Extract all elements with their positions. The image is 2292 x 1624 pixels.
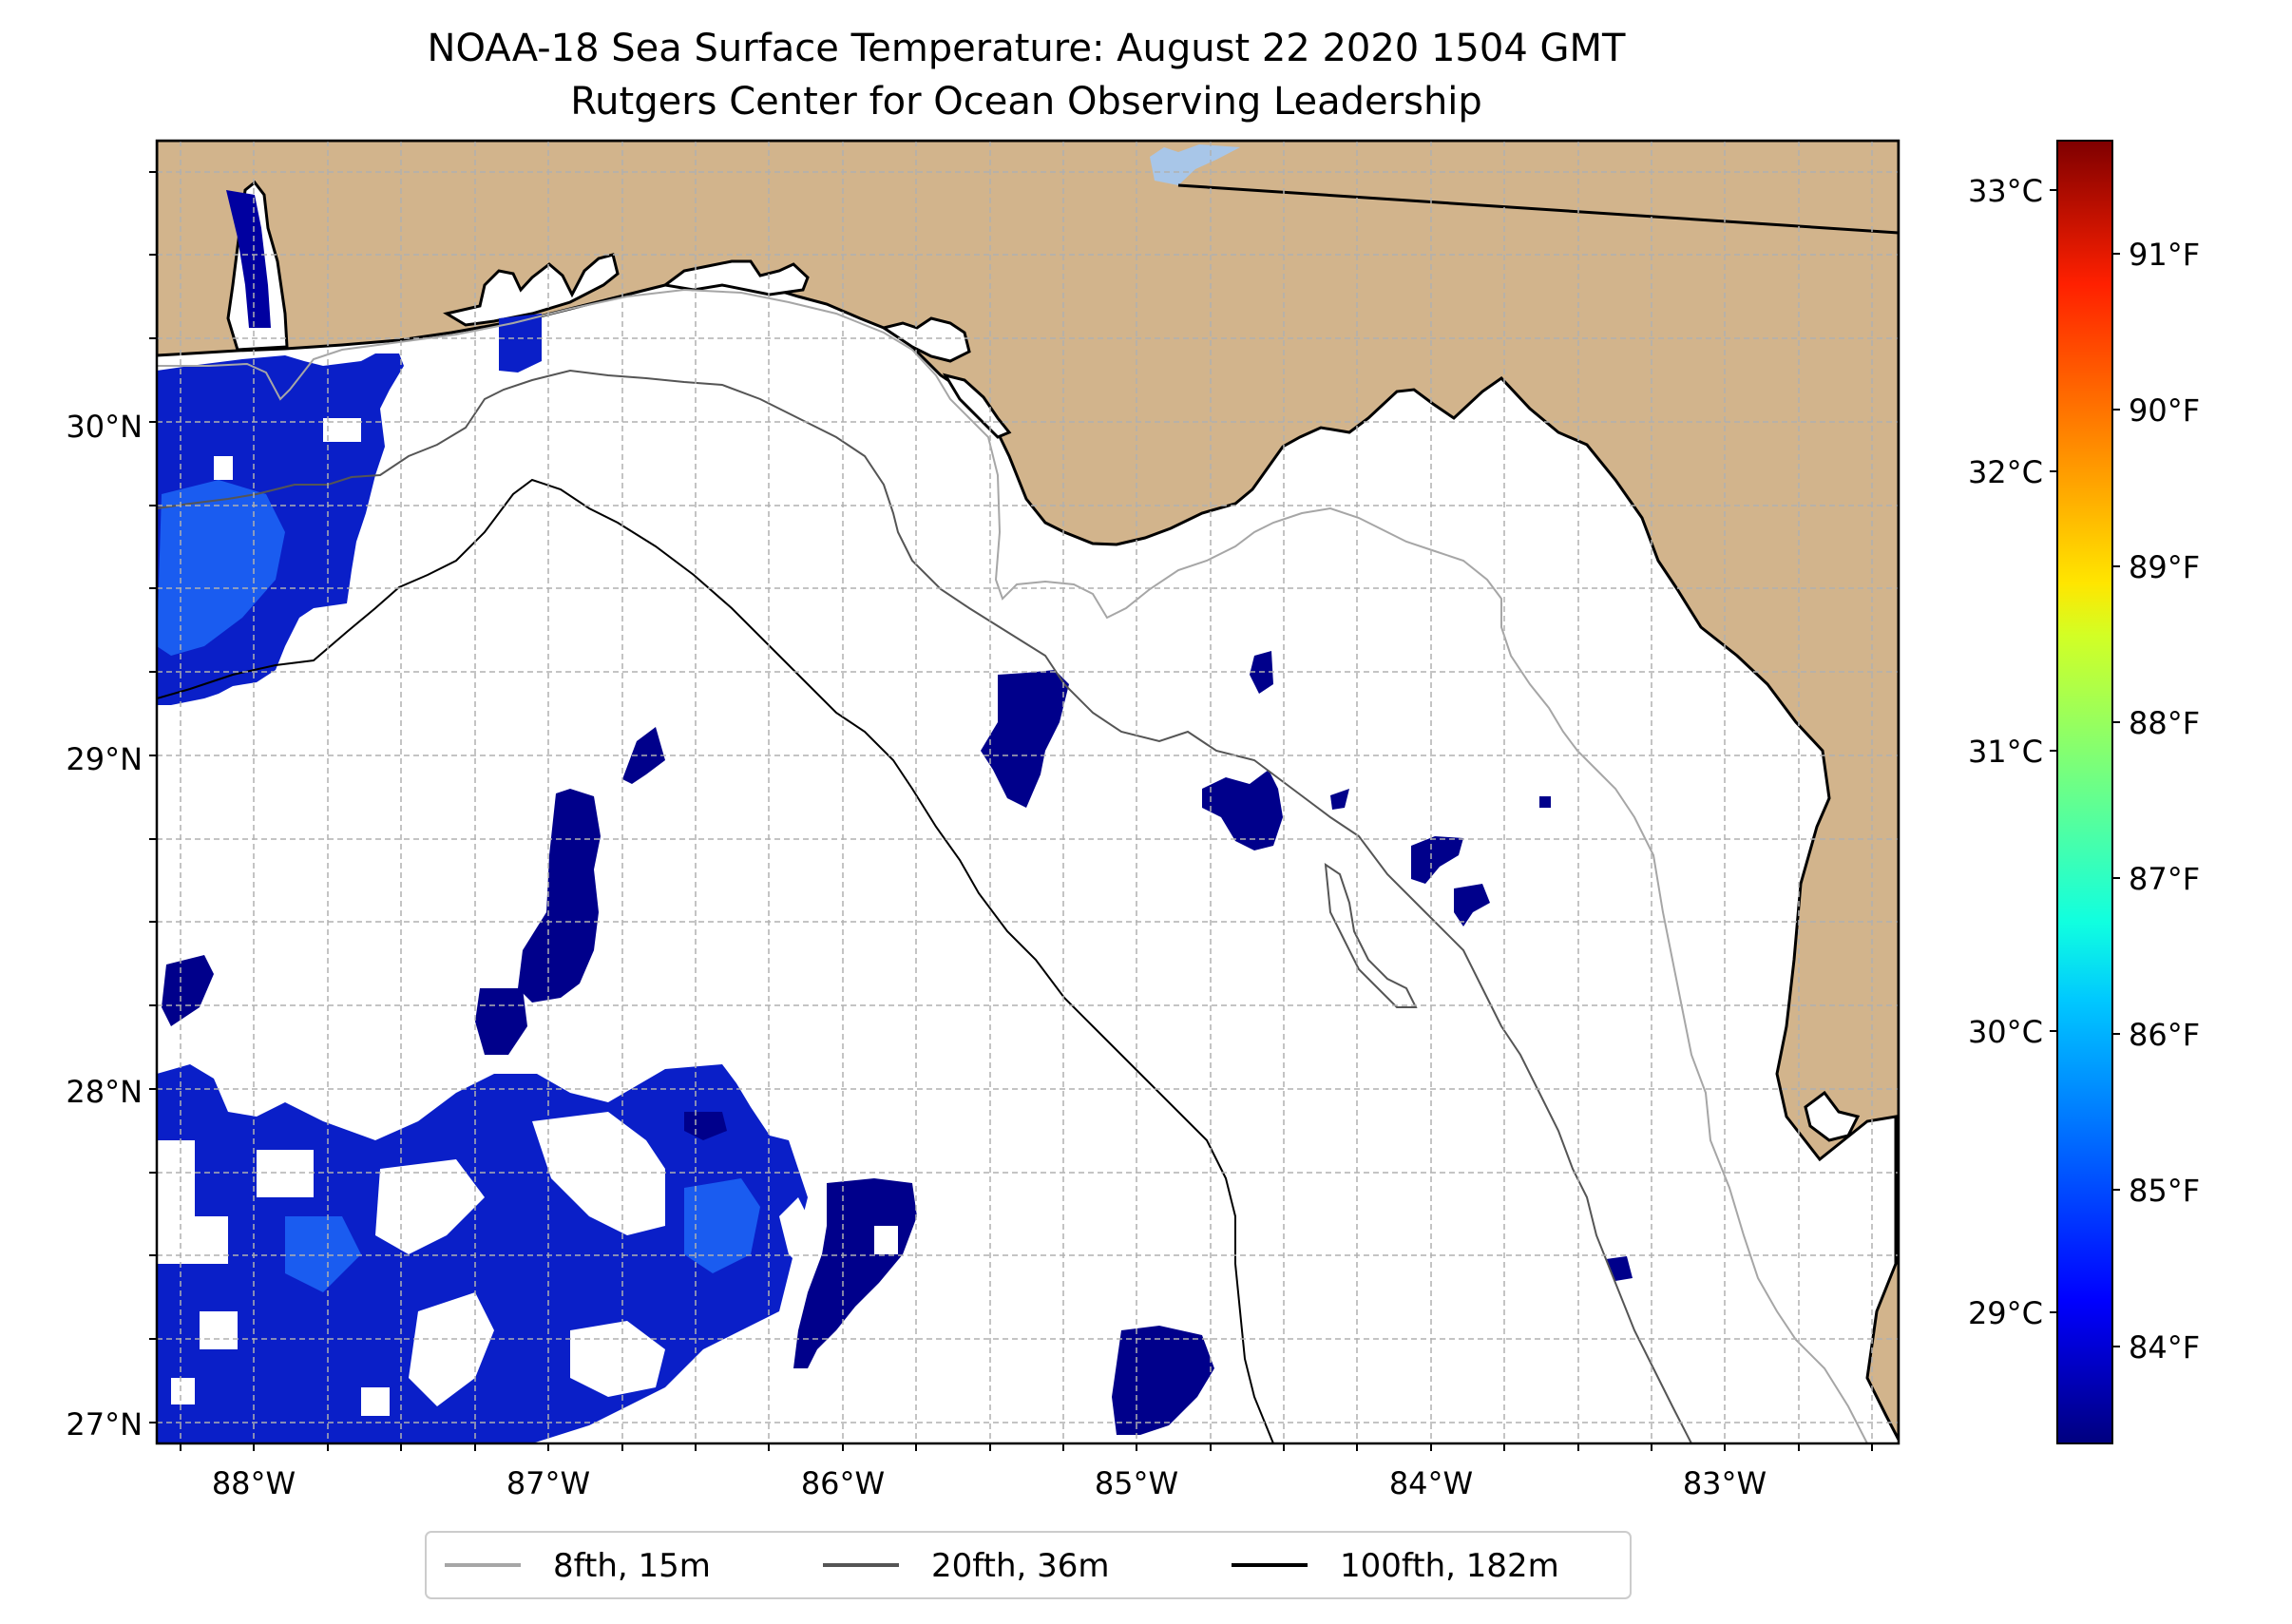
bay [880,316,971,363]
map-title: NOAA-18 Sea Surface Temperature: August … [428,27,1626,70]
lon-tick-label: 84°W [1389,1465,1473,1501]
colorbar-celsius-label: 32°C [1968,454,2043,490]
lon-tick-label: 87°W [506,1465,590,1501]
lat-tick-label: 27°N [66,1406,143,1442]
legend-box [425,1531,1632,1599]
colorbar-fahrenheit-label: 84°F [2129,1329,2200,1366]
colorbar-fahrenheit-label: 90°F [2129,392,2200,429]
legend-label: 100fth, 182m [1340,1547,1559,1585]
lon-tick-label: 85°W [1095,1465,1178,1501]
map-area [155,139,1900,1445]
lon-tick-label: 83°W [1683,1465,1767,1501]
colorbar-fahrenheit-label: 86°F [2129,1017,2200,1053]
state-boundary [1177,183,1899,235]
legend-label: 8fth, 15m [553,1547,711,1585]
colorbar-fahrenheit-label: 89°F [2129,549,2200,585]
gridlines [157,141,1899,1443]
bay [1804,1090,1861,1142]
colorbar-fahrenheit-label: 88°F [2129,705,2200,741]
lat-tick-label: 30°N [66,409,143,445]
map-frame [155,139,1900,1445]
bay [443,253,620,327]
lon-tick-label: 86°W [801,1465,885,1501]
colorbar-fahrenheit-label: 91°F [2129,237,2200,273]
legend-label: 20fth, 36m [931,1547,1110,1585]
isobath-100fth [157,478,1274,1443]
colorbar-celsius-label: 30°C [1968,1014,2043,1050]
isobaths [157,288,1868,1443]
isobath-20fth [157,369,1692,1443]
colorbar: 29°C 30°C 31°C 32°C 33°C 84°F 85°F 86°F … [1968,140,2200,1444]
lat-axis: 27°N 28°N 29°N 30°N [66,171,157,1442]
colorbar-fahrenheit-label: 87°F [2129,861,2200,897]
lat-tick-label: 29°N [66,741,143,777]
sst-patches [157,190,1633,1443]
lon-tick-label: 88°W [212,1465,296,1501]
bay [661,259,810,296]
colorbar-celsius-label: 29°C [1968,1295,2043,1331]
colorbar-gradient [2056,140,2113,1444]
lat-tick-label: 28°N [66,1074,143,1110]
lake [1150,144,1240,185]
colorbar-fahrenheit-label: 85°F [2129,1173,2200,1209]
colorbar-celsius-label: 33°C [1968,173,2043,209]
map-subtitle: Rutgers Center for Ocean Observing Leade… [570,80,1482,124]
lon-axis: 88°W 87°W 86°W 85°W 84°W 83°W [180,1443,1873,1501]
colorbar-celsius-label: 31°C [1968,734,2043,770]
legend: 8fth, 15m 20fth, 36m 100fth, 182m [425,1531,1632,1599]
isobath-8fth [157,288,1868,1443]
